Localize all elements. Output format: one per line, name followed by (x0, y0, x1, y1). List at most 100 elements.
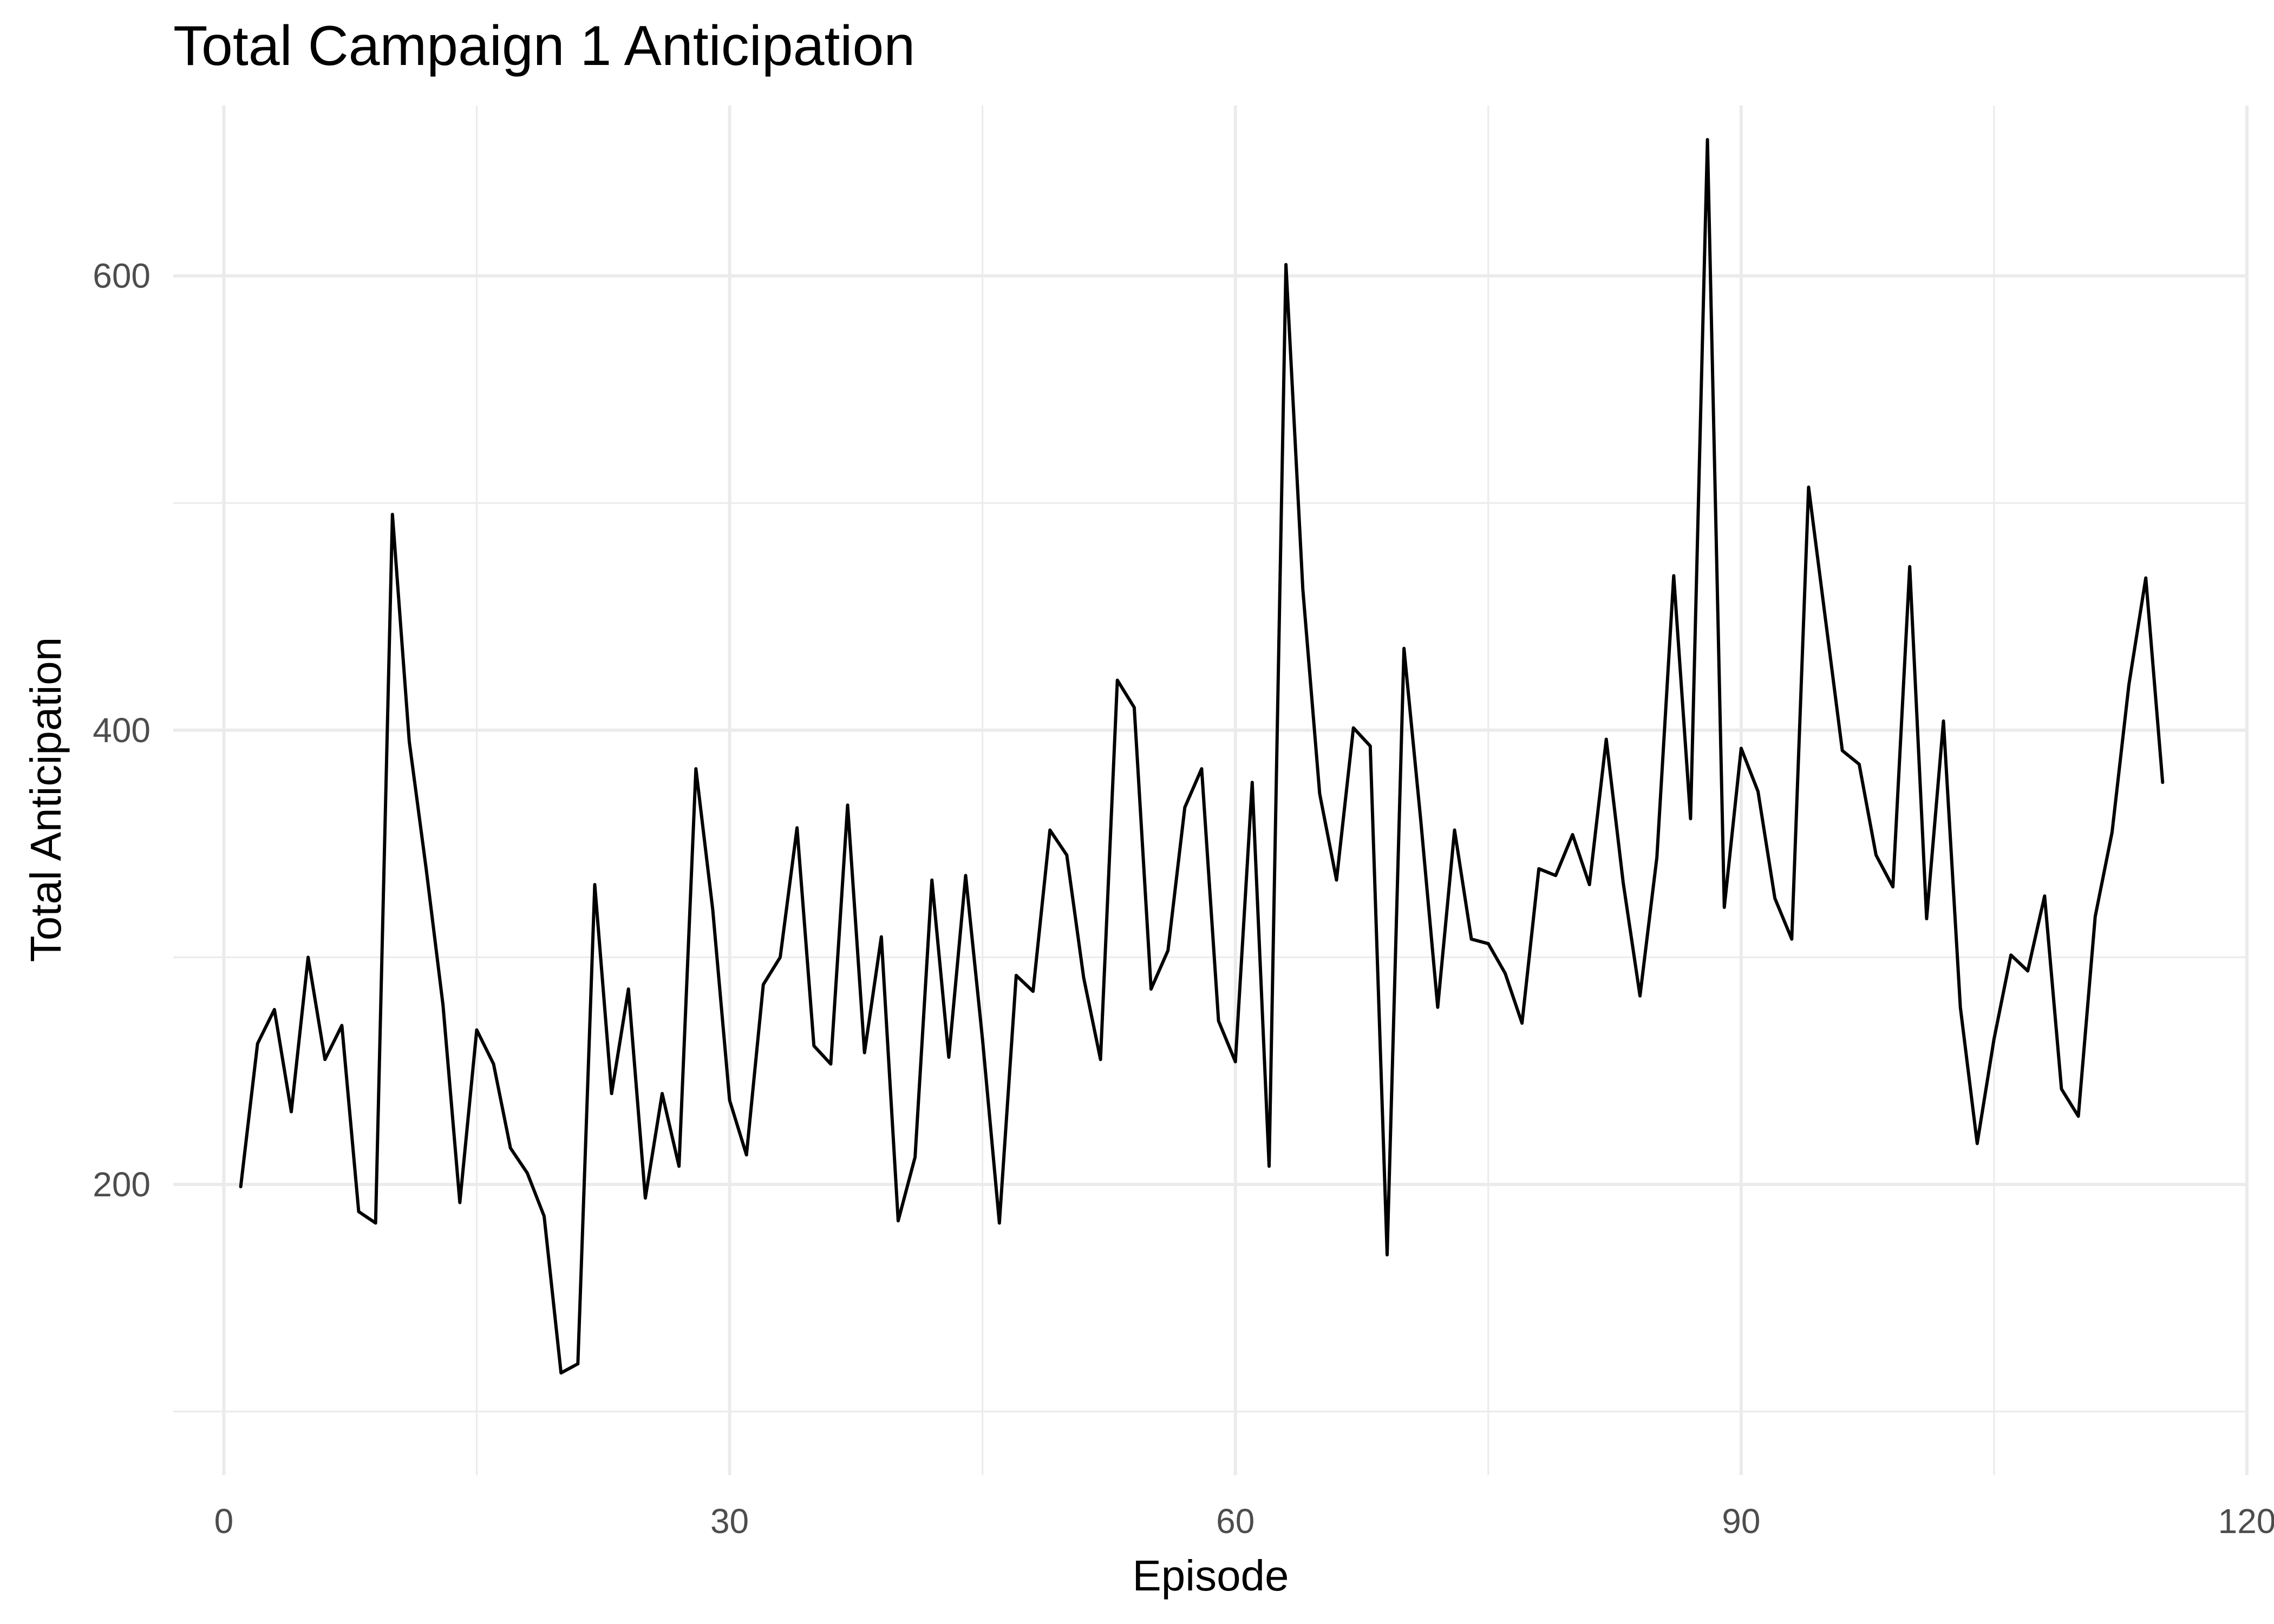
data-point (1773, 896, 1777, 900)
data-point (1840, 749, 1845, 753)
data-point (1081, 975, 1086, 980)
data-point (1503, 971, 1507, 975)
data-point (1924, 916, 1929, 921)
data-point (2025, 969, 2030, 973)
data-point (879, 935, 884, 939)
data-point (306, 955, 310, 959)
data-point (1385, 1253, 1389, 1257)
x-axis-title: Episode (1132, 1551, 1289, 1600)
data-point (761, 983, 766, 987)
data-point (339, 1023, 344, 1027)
data-point (239, 1184, 243, 1189)
data-point (1469, 937, 1474, 941)
data-point (1351, 726, 1356, 730)
data-point (1149, 987, 1153, 991)
data-point (390, 512, 395, 516)
data-point (323, 1057, 327, 1062)
data-point (997, 1221, 1002, 1225)
data-point (2160, 780, 2165, 784)
data-point (1031, 989, 1035, 993)
data-point (1419, 819, 1423, 823)
data-point (981, 1037, 985, 1041)
data-point (643, 1196, 648, 1200)
data-point (744, 1152, 749, 1157)
data-point (710, 907, 715, 912)
data-point (1537, 867, 1541, 871)
data-point (1857, 762, 1861, 767)
x-tick-label: 120 (2218, 1502, 2274, 1541)
data-point (1756, 789, 1760, 794)
data-point (1486, 941, 1491, 946)
x-tick-label: 30 (710, 1502, 749, 1541)
data-point (1115, 678, 1120, 683)
series-line (239, 137, 2165, 1375)
data-point (1301, 587, 1305, 592)
y-tick-label: 600 (93, 257, 151, 296)
data-point (2009, 953, 2013, 957)
data-point (896, 1219, 900, 1223)
data-point (1284, 263, 1288, 267)
data-point (846, 803, 850, 807)
x-tick-label: 60 (1216, 1502, 1254, 1541)
data-point (1182, 805, 1187, 809)
data-point (424, 867, 428, 871)
data-point (812, 1044, 816, 1048)
data-point (272, 1007, 277, 1012)
y-axis-title: Total Anticipation (22, 637, 70, 962)
data-point (357, 1209, 361, 1214)
data-point (1233, 1059, 1238, 1064)
data-point (256, 1042, 260, 1046)
data-point (1806, 485, 1811, 489)
data-point (1199, 767, 1204, 771)
data-point (1048, 828, 1052, 832)
data-point (1335, 878, 1339, 882)
data-point (1587, 882, 1592, 887)
data-point (626, 987, 631, 991)
data-point (1874, 853, 1878, 857)
data-point (1671, 574, 1676, 578)
data-point (289, 1110, 293, 1114)
data-point (1317, 791, 1322, 796)
data-point (441, 1003, 445, 1007)
data-point (1975, 1141, 1979, 1145)
data-point (1621, 880, 1625, 885)
data-point (542, 1214, 546, 1219)
data-point (2093, 914, 2097, 919)
y-tick-label: 200 (93, 1165, 151, 1204)
data-point (2127, 683, 2131, 687)
data-point (1520, 1021, 1524, 1025)
data-point (2076, 1114, 2081, 1118)
data-point (1570, 833, 1574, 837)
data-point (374, 1221, 378, 1225)
data-point (1907, 565, 1912, 569)
data-point (610, 1091, 614, 1096)
data-point (1132, 705, 1136, 710)
data-point (1402, 646, 1406, 651)
data-point (559, 1371, 563, 1375)
data-point (508, 1146, 513, 1150)
gridlines (173, 106, 2249, 1475)
data-point (913, 1155, 917, 1160)
data-point (1688, 816, 1693, 821)
data-point (1217, 1019, 1221, 1023)
data-point (1099, 1057, 1103, 1062)
data-point (576, 1361, 580, 1366)
x-tick-label: 0 (214, 1502, 234, 1541)
y-tick-label: 400 (93, 711, 151, 750)
data-point (1655, 855, 1659, 860)
data-point (1250, 780, 1254, 784)
data-point (1789, 937, 1794, 941)
data-point (458, 1201, 462, 1205)
data-point (946, 1055, 951, 1059)
data-point (795, 826, 799, 830)
data-point (1638, 994, 1642, 998)
data-point (828, 1062, 833, 1066)
data-point (1992, 1037, 1996, 1041)
data-point (2059, 1087, 2063, 1091)
series-layer (239, 137, 2165, 1375)
x-axis-ticks: 0 30 60 90 120 (214, 1502, 2274, 1541)
data-point (1722, 905, 1727, 909)
data-point (1553, 873, 1558, 878)
data-point (1435, 1005, 1440, 1010)
